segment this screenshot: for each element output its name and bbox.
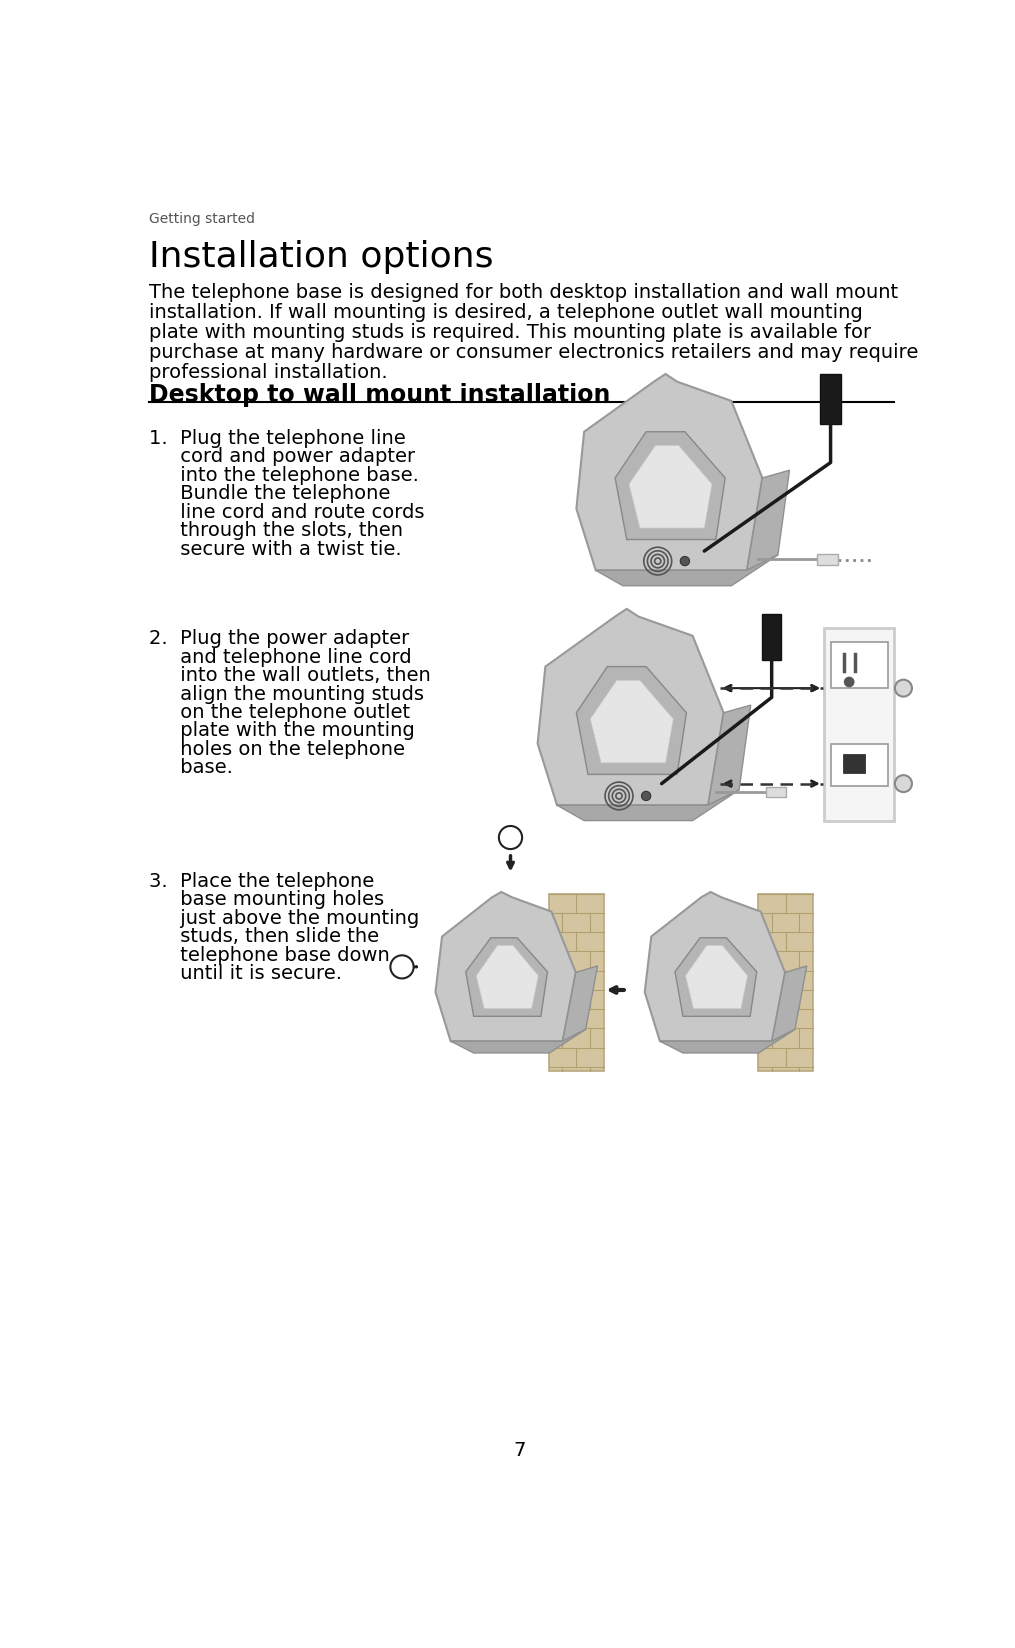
Text: into the telephone base.: into the telephone base. xyxy=(148,465,418,485)
Text: just above the mounting: just above the mounting xyxy=(148,908,419,928)
Text: plate with mounting studs is required. This mounting plate is available for: plate with mounting studs is required. T… xyxy=(148,323,871,341)
Text: Getting started: Getting started xyxy=(148,211,255,226)
Text: Desktop to wall mount installation: Desktop to wall mount installation xyxy=(148,382,610,407)
Polygon shape xyxy=(685,946,747,1009)
Text: align the mounting studs: align the mounting studs xyxy=(148,684,423,704)
Circle shape xyxy=(895,681,911,697)
Circle shape xyxy=(895,776,911,793)
Polygon shape xyxy=(747,471,790,570)
Text: on the telephone outlet: on the telephone outlet xyxy=(148,702,410,722)
Text: base.: base. xyxy=(148,758,232,776)
Polygon shape xyxy=(476,946,538,1009)
Text: telephone base down: telephone base down xyxy=(148,944,390,964)
Text: The telephone base is designed for both desktop installation and wall mount: The telephone base is designed for both … xyxy=(148,282,897,302)
Text: 2.  Plug the power adapter: 2. Plug the power adapter xyxy=(148,628,409,648)
Polygon shape xyxy=(615,432,725,541)
Polygon shape xyxy=(591,681,673,763)
Text: 1: 1 xyxy=(505,831,516,845)
Bar xyxy=(830,643,888,689)
Text: plate with the mounting: plate with the mounting xyxy=(148,722,414,740)
Bar xyxy=(820,374,840,425)
Text: 2: 2 xyxy=(397,959,407,974)
Polygon shape xyxy=(451,1030,586,1053)
Polygon shape xyxy=(645,893,785,1042)
Text: Installation options: Installation options xyxy=(148,241,493,274)
Polygon shape xyxy=(557,791,739,821)
Text: until it is secure.: until it is secure. xyxy=(148,964,342,982)
Circle shape xyxy=(499,826,522,850)
Text: 3.  Place the telephone: 3. Place the telephone xyxy=(148,872,374,890)
Text: Bundle the telephone: Bundle the telephone xyxy=(148,485,390,503)
Polygon shape xyxy=(675,938,757,1017)
Circle shape xyxy=(641,791,651,801)
Text: professional installation.: professional installation. xyxy=(148,363,387,381)
Bar xyxy=(824,628,894,821)
Polygon shape xyxy=(435,893,576,1042)
Polygon shape xyxy=(577,667,686,775)
Text: and telephone line cord: and telephone line cord xyxy=(148,648,411,666)
Text: into the wall outlets, then: into the wall outlets, then xyxy=(148,666,430,684)
Text: installation. If wall mounting is desired, a telephone outlet wall mounting: installation. If wall mounting is desire… xyxy=(148,303,863,321)
Text: 7: 7 xyxy=(514,1440,526,1460)
Bar xyxy=(549,895,604,1071)
Text: base mounting holes: base mounting holes xyxy=(148,890,384,908)
Bar xyxy=(762,615,781,661)
Polygon shape xyxy=(660,1030,795,1053)
Polygon shape xyxy=(538,610,724,806)
Polygon shape xyxy=(466,938,547,1017)
Bar xyxy=(766,788,786,798)
Circle shape xyxy=(680,557,689,567)
Polygon shape xyxy=(577,374,762,570)
Polygon shape xyxy=(771,966,807,1042)
Text: holes on the telephone: holes on the telephone xyxy=(148,740,405,758)
Polygon shape xyxy=(562,966,598,1042)
Polygon shape xyxy=(596,555,777,587)
Bar xyxy=(843,755,865,773)
Bar xyxy=(830,745,888,786)
Bar xyxy=(817,555,838,565)
Polygon shape xyxy=(708,705,751,806)
Text: cord and power adapter: cord and power adapter xyxy=(148,447,415,466)
Text: studs, then slide the: studs, then slide the xyxy=(148,926,379,946)
Text: secure with a twist tie.: secure with a twist tie. xyxy=(148,539,401,559)
Circle shape xyxy=(391,956,414,979)
Text: purchase at many hardware or consumer electronics retailers and may require: purchase at many hardware or consumer el… xyxy=(148,343,918,361)
Polygon shape xyxy=(629,447,712,529)
Text: through the slots, then: through the slots, then xyxy=(148,521,403,541)
Bar xyxy=(758,895,813,1071)
Text: line cord and route cords: line cord and route cords xyxy=(148,503,424,521)
Text: 1.  Plug the telephone line: 1. Plug the telephone line xyxy=(148,428,405,448)
Circle shape xyxy=(844,677,854,687)
